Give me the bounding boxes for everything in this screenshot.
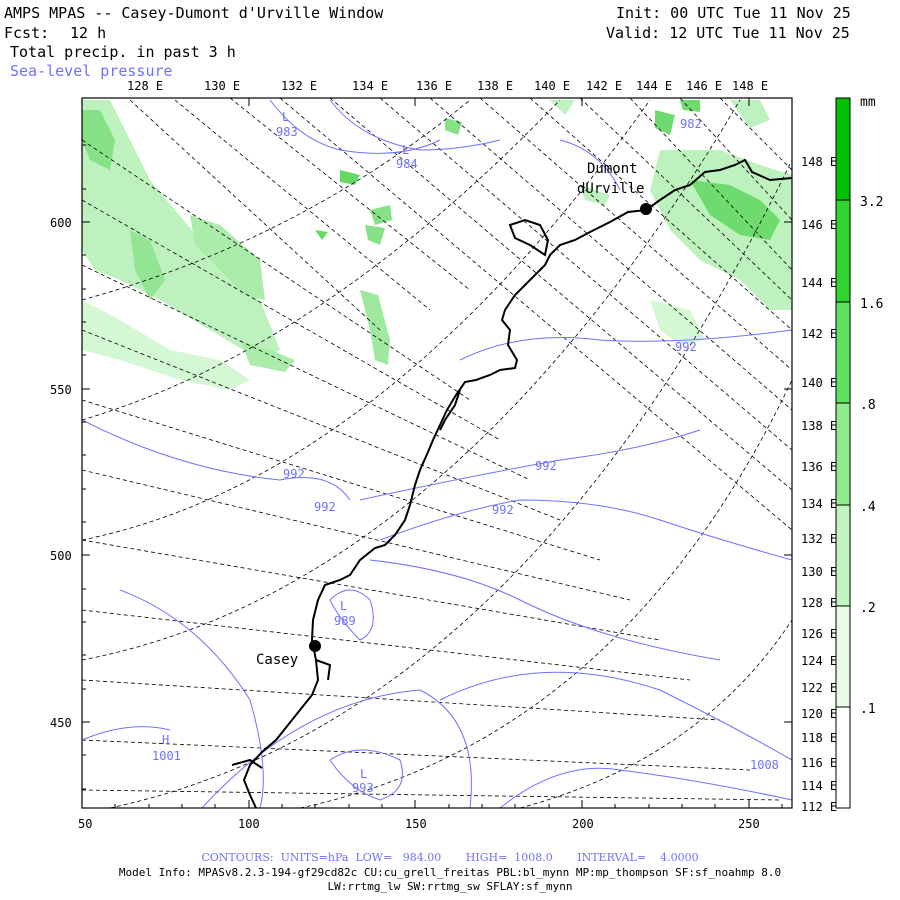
colorbar-label: .1 xyxy=(860,702,876,717)
model-info-physics: LW:rrtmg_lw SW:rrtmg_sw SFLAY:sf_mynn xyxy=(327,880,573,893)
contour-info: CONTOURS: UNITS=hPa LOW= 984.00 HIGH= 10… xyxy=(201,851,699,864)
slp-label: 992 xyxy=(314,500,336,514)
model-info: Model Info: MPASv8.2.3-194-gf29cd82c CU:… xyxy=(118,866,782,879)
top-lon-label: 130 E xyxy=(204,79,240,93)
right-lon-label: 128 E xyxy=(801,596,837,610)
precip-colorbar xyxy=(835,97,851,809)
slp-label: 992 xyxy=(535,459,557,473)
right-lon-label: 146 E xyxy=(801,218,837,232)
right-lon-label: 126 E xyxy=(801,627,837,641)
colorbar-unit: mm xyxy=(860,95,876,110)
init-time: Init: 00 UTC Tue 11 Nov 25 xyxy=(616,4,851,22)
colorbar-label: 1.6 xyxy=(860,297,883,312)
colorbar-label: .2 xyxy=(860,601,876,616)
right-lon-label: 142 E xyxy=(801,327,837,341)
y-tick-label: 450 xyxy=(50,716,72,730)
slp-label: 1001 xyxy=(152,749,181,763)
y-tick-label: 500 xyxy=(50,549,72,563)
right-lon-label: 120 E xyxy=(801,707,837,721)
x-tick-label: 250 xyxy=(738,817,760,831)
slp-high-marker: H xyxy=(162,733,169,747)
top-lon-label: 128 E xyxy=(127,79,163,93)
top-lon-label: 146 E xyxy=(686,79,722,93)
slp-label: 983 xyxy=(276,125,298,139)
forecast-value: 12 h xyxy=(70,24,107,42)
y-tick-label: 550 xyxy=(50,383,72,397)
slp-low-marker: L xyxy=(402,143,409,157)
slp-label: 982 xyxy=(680,117,702,131)
top-lon-label: 140 E xyxy=(534,79,570,93)
x-tick-label: 100 xyxy=(238,817,260,831)
y-tick-label: 600 xyxy=(50,216,72,230)
forecast-label: Fcst: xyxy=(4,24,50,42)
field-slp-label: Sea-level pressure xyxy=(10,62,173,80)
right-lon-label: 132 E xyxy=(801,532,837,546)
colorbar-label: 3.2 xyxy=(860,195,883,210)
colorbar-segment xyxy=(836,606,850,707)
right-lon-label: 140 E xyxy=(801,376,837,390)
dumont-durville-marker xyxy=(640,203,652,215)
station-label-dumont: Dumont xyxy=(587,161,638,177)
right-lon-label: 138 E xyxy=(801,419,837,433)
top-lon-label: 138 E xyxy=(477,79,513,93)
right-lon-label: 116 E xyxy=(801,756,837,770)
station-label-casey: Casey xyxy=(256,652,298,668)
field-precip-label: Total precip. in past 3 h xyxy=(10,43,236,61)
slp-label: 992 xyxy=(492,503,514,517)
right-lon-label: 144 E xyxy=(801,276,837,290)
right-lon-label: 118 E xyxy=(801,731,837,745)
casey-marker xyxy=(309,640,321,652)
slp-low-marker: L xyxy=(282,110,289,124)
x-ticks xyxy=(114,98,783,808)
map-title: AMPS MPAS -- Casey-Dumont d'Urville Wind… xyxy=(4,4,384,22)
slp-low-marker: L xyxy=(360,767,367,781)
graticule xyxy=(82,98,792,808)
map-frame xyxy=(81,97,793,809)
slp-label: 989 xyxy=(334,614,356,628)
right-lon-label: 122 E xyxy=(801,681,837,695)
top-lon-label: 142 E xyxy=(586,79,622,93)
slp-label: 993 xyxy=(352,781,374,795)
right-lon-label: 148 E xyxy=(801,155,837,169)
colorbar-segment xyxy=(836,302,850,403)
colorbar-segment xyxy=(836,707,850,808)
top-lon-label: 136 E xyxy=(416,79,452,93)
top-lon-labels: 128 E 130 E 132 E 134 E 136 E 138 E 140 … xyxy=(127,79,768,93)
right-lon-label: 124 E xyxy=(801,654,837,668)
top-lon-label: 144 E xyxy=(636,79,672,93)
station-label-durville: dUrville xyxy=(577,181,644,197)
x-tick-label: 200 xyxy=(572,817,594,831)
slp-label: 992 xyxy=(283,467,305,481)
right-lon-label: 130 E xyxy=(801,565,837,579)
right-lon-label: 112 E xyxy=(801,800,837,814)
top-lon-label: 148 E xyxy=(732,79,768,93)
right-lon-label: 134 E xyxy=(801,497,837,511)
y-ticks xyxy=(82,144,792,790)
slp-label: 1008 xyxy=(750,758,779,772)
x-tick-label: 50 xyxy=(78,817,92,831)
colorbar-segment xyxy=(836,98,850,200)
top-lon-label: 132 E xyxy=(281,79,317,93)
colorbar-label: .8 xyxy=(860,398,876,413)
colorbar-segment xyxy=(836,403,850,505)
valid-time: Valid: 12 UTC Tue 11 Nov 25 xyxy=(606,24,850,42)
slp-label: 984 xyxy=(396,157,418,171)
colorbar-label: .4 xyxy=(860,500,876,515)
right-lon-label: 136 E xyxy=(801,460,837,474)
slp-label: 992 xyxy=(675,340,697,354)
x-tick-label: 150 xyxy=(405,817,427,831)
slp-low-marker: L xyxy=(340,599,347,613)
colorbar-segment xyxy=(836,200,850,302)
top-lon-label: 134 E xyxy=(352,79,388,93)
colorbar-segment xyxy=(836,505,850,606)
right-lon-label: 114 E xyxy=(801,779,837,793)
